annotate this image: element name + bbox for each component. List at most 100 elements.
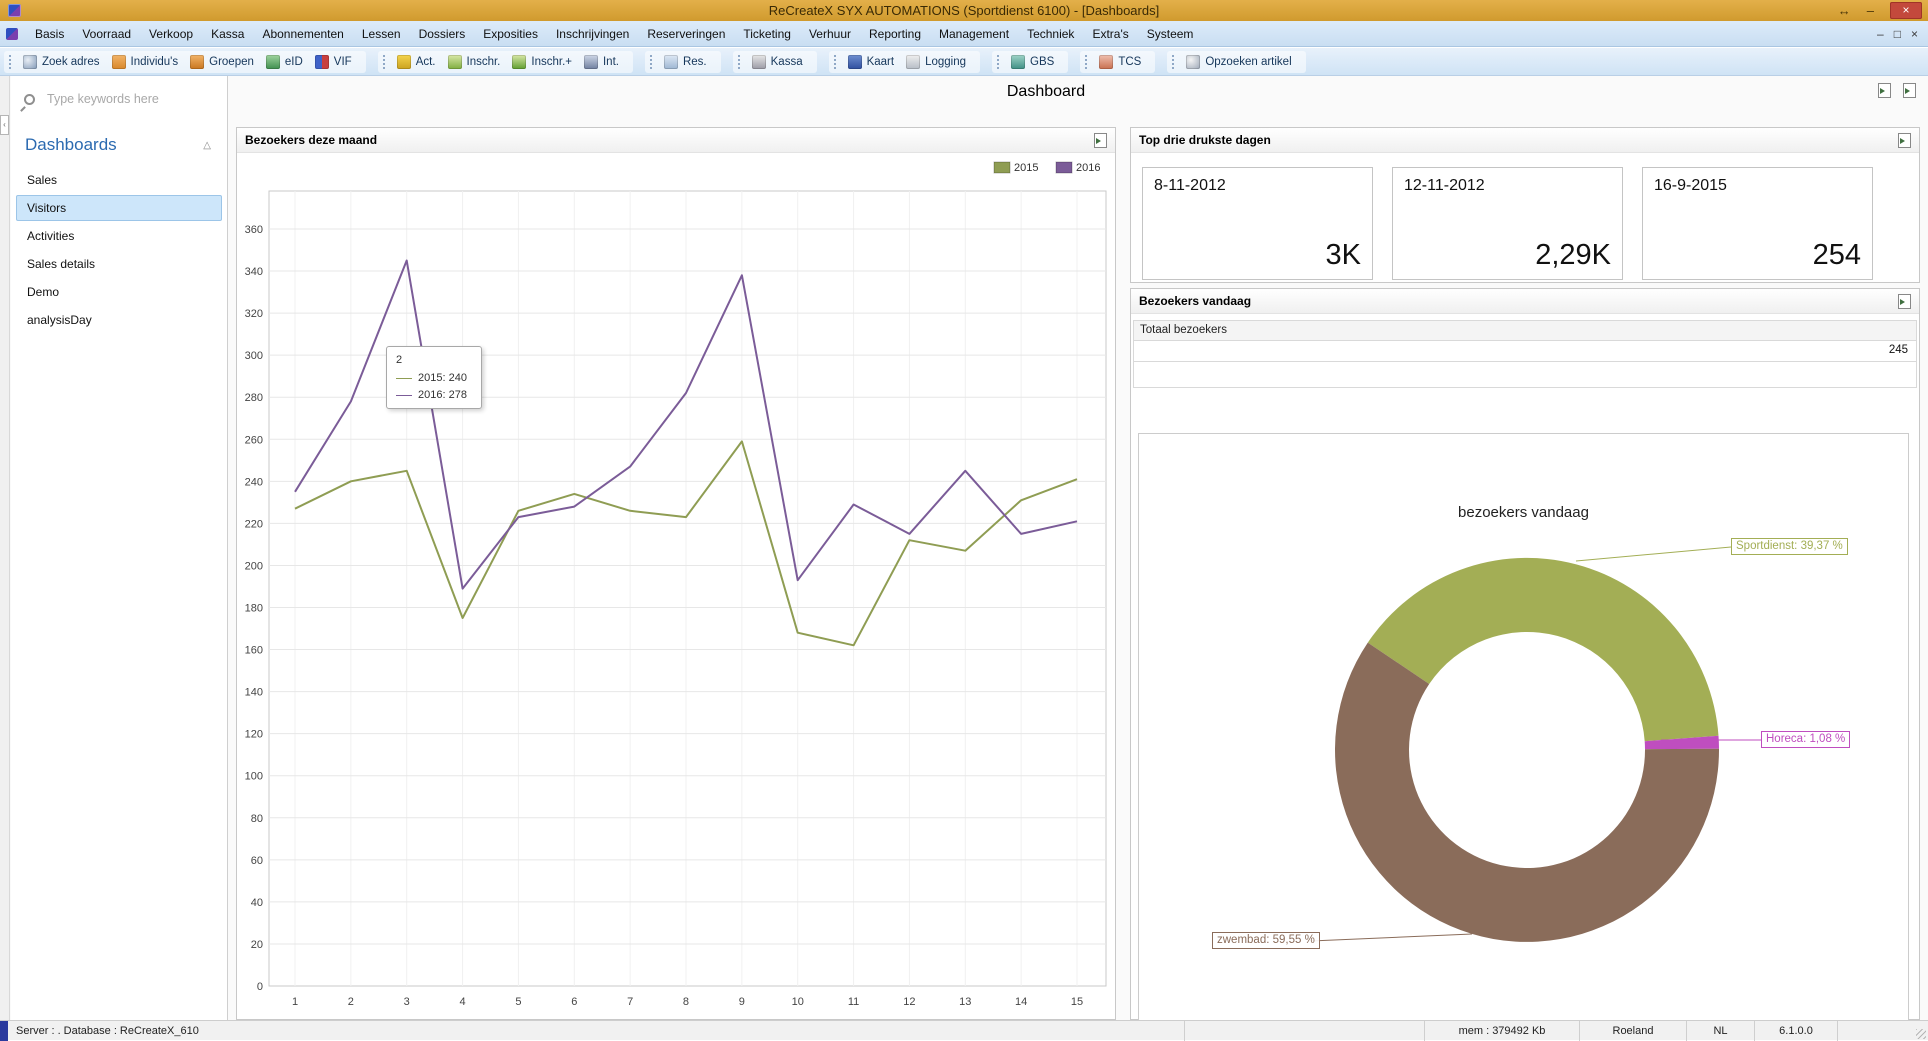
toolbar-button-groepen[interactable]: Groepen [184, 53, 260, 71]
menu-item-extra-s[interactable]: Extra's [1083, 23, 1137, 45]
toolbar-grip[interactable] [383, 55, 385, 69]
toolbar-button-kassa[interactable]: Kassa [746, 53, 809, 71]
export-icon[interactable] [1094, 133, 1107, 148]
minimize-button[interactable]: – [1867, 2, 1874, 20]
toolbar-button-int[interactable]: Int. [578, 53, 625, 71]
menu-item-reserveringen[interactable]: Reserveringen [638, 23, 734, 45]
tooltip-series-value: 2016: 278 [418, 389, 467, 401]
toolbar-group: Kassa [733, 51, 817, 73]
export-page-add-icon[interactable] [1903, 83, 1916, 98]
toolbar-button-opzoeken-artikel[interactable]: Opzoeken artikel [1180, 53, 1297, 71]
svg-text:2015: 2015 [1014, 162, 1038, 174]
nav-arrows-icon[interactable]: ↔ [1838, 2, 1851, 20]
menu-item-kassa[interactable]: Kassa [202, 23, 253, 45]
sidebar-item-sales-details[interactable]: Sales details [16, 251, 222, 277]
toolbar-grip[interactable] [9, 55, 11, 69]
menu-item-verhuur[interactable]: Verhuur [800, 23, 860, 45]
sidebar-item-activities[interactable]: Activities [16, 223, 222, 249]
today-panel-title: Bezoekers vandaag [1139, 294, 1251, 308]
toolbar-button-inschr[interactable]: Inschr. [442, 53, 507, 71]
menu-item-verkoop[interactable]: Verkoop [140, 23, 202, 45]
svg-text:2016: 2016 [1076, 162, 1100, 174]
svg-text:6: 6 [571, 996, 577, 1008]
svg-text:4: 4 [460, 996, 466, 1008]
visitors-line-chart: 0204060801001201401601802002202402602803… [237, 154, 1115, 1019]
menu-item-voorraad[interactable]: Voorraad [73, 23, 140, 45]
toolbar-grip[interactable] [834, 55, 836, 69]
svg-text:220: 220 [245, 518, 263, 530]
toolbar-grip[interactable] [1172, 55, 1174, 69]
sidebar-collapse-strip: ‹ [0, 76, 10, 1020]
menu-item-basis[interactable]: Basis [26, 23, 73, 45]
sidebar-item-sales[interactable]: Sales [16, 167, 222, 193]
toolbar-button-vif[interactable]: VIF [309, 53, 358, 71]
svg-text:240: 240 [245, 476, 263, 488]
status-memory: mem : 379492 Kb [1424, 1021, 1579, 1041]
content-area: ‹ Dashboards △ SalesVisitorsActivitiesSa… [0, 76, 1928, 1020]
toolbar-grip[interactable] [738, 55, 740, 69]
svg-text:1: 1 [292, 996, 298, 1008]
sidebar-item-demo[interactable]: Demo [16, 279, 222, 305]
toolbar-grip[interactable] [650, 55, 652, 69]
app-menu-icon[interactable] [6, 28, 18, 40]
menu-item-exposities[interactable]: Exposities [474, 23, 547, 45]
tcs-icon [1099, 55, 1113, 69]
sidebar-item-visitors[interactable]: Visitors [16, 195, 222, 221]
mdi-restore-button[interactable]: □ [1894, 27, 1901, 41]
busy-day-date: 12-11-2012 [1404, 177, 1485, 195]
busy-day-date: 16-9-2015 [1654, 177, 1727, 195]
menu-item-ticketing[interactable]: Ticketing [734, 23, 800, 45]
status-server: Server : . Database : ReCreateX_610 [16, 1025, 199, 1037]
menu-item-management[interactable]: Management [930, 23, 1018, 45]
toolbar-grip[interactable] [997, 55, 999, 69]
svg-text:9: 9 [739, 996, 745, 1008]
toolbar-button-act[interactable]: Act. [391, 53, 442, 71]
export-icon[interactable] [1898, 133, 1911, 148]
toolbar-button-tcs[interactable]: TCS [1093, 53, 1147, 71]
menu-item-lessen[interactable]: Lessen [353, 23, 410, 45]
svg-text:300: 300 [245, 350, 263, 362]
menu-item-techniek[interactable]: Techniek [1018, 23, 1083, 45]
menu-item-inschrijvingen[interactable]: Inschrijvingen [547, 23, 638, 45]
sidebar-header[interactable]: Dashboards [25, 135, 117, 155]
toolbar-button-res[interactable]: Res. [658, 53, 713, 71]
toolbar-button-zoek-adres[interactable]: Zoek adres [17, 53, 106, 71]
mdi-minimize-button[interactable]: – [1877, 27, 1884, 41]
toolbar-button-individu-s[interactable]: Individu's [106, 53, 185, 71]
menu-item-dossiers[interactable]: Dossiers [410, 23, 475, 45]
close-button[interactable]: × [1890, 2, 1922, 19]
today-panel: Bezoekers vandaag Totaal bezoekers 245 b… [1130, 288, 1920, 1020]
toolbar-button-kaart[interactable]: Kaart [842, 53, 901, 71]
menu-item-systeem[interactable]: Systeem [1138, 23, 1203, 45]
sidebar-item-analysisday[interactable]: analysisDay [16, 307, 222, 333]
donut-chart-box: bezoekers vandaag Sportdienst: 39,37 %Ho… [1138, 433, 1909, 1027]
toolbar-button-inschr[interactable]: Inschr.+ [506, 53, 578, 71]
toolbar-button-eid[interactable]: eID [260, 53, 309, 71]
tooltip-series-swatch [396, 378, 412, 379]
mdi-close-button[interactable]: × [1911, 27, 1918, 41]
gbs-icon [1011, 55, 1025, 69]
svg-text:160: 160 [245, 645, 263, 657]
menu-item-abonnementen[interactable]: Abonnementen [253, 23, 352, 45]
resize-grip[interactable] [1837, 1021, 1928, 1041]
toolbar-button-label: Groepen [209, 56, 254, 68]
toolbar-button-label: GBS [1030, 56, 1054, 68]
toolbar-button-gbs[interactable]: GBS [1005, 53, 1060, 71]
collapse-handle-icon[interactable]: ‹ [0, 115, 9, 135]
export-page-icon[interactable] [1878, 83, 1891, 98]
tooltip-series-row: 2016: 278 [396, 389, 472, 401]
search-input[interactable] [45, 91, 205, 107]
collapse-chevron-icon[interactable]: △ [203, 140, 211, 151]
busy-day-value: 254 [1813, 239, 1861, 272]
toolbar-button-label: Act. [416, 56, 436, 68]
svg-text:40: 40 [251, 897, 263, 909]
toolbar-button-label: Zoek adres [42, 56, 100, 68]
export-icon[interactable] [1898, 294, 1911, 309]
toolbar-group: GBS [992, 51, 1068, 73]
status-user: Roeland [1579, 1021, 1686, 1041]
toolbar-grip[interactable] [1085, 55, 1087, 69]
toolbar-button-label: Opzoeken artikel [1205, 56, 1291, 68]
title-bar: ReCreateX SYX AUTOMATIONS (Sportdienst 6… [0, 0, 1928, 21]
menu-item-reporting[interactable]: Reporting [860, 23, 930, 45]
toolbar-button-logging[interactable]: Logging [900, 53, 972, 71]
